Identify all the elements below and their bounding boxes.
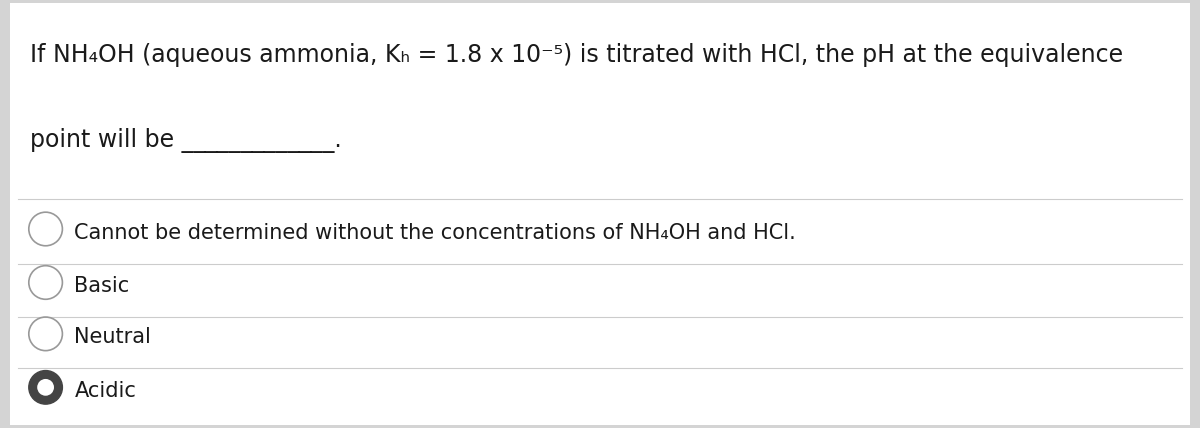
Text: Basic: Basic	[74, 276, 130, 296]
Text: Acidic: Acidic	[74, 381, 137, 401]
FancyBboxPatch shape	[10, 3, 1190, 425]
Text: Neutral: Neutral	[74, 327, 151, 348]
Ellipse shape	[29, 371, 62, 404]
Text: point will be _____________.: point will be _____________.	[30, 128, 342, 153]
Ellipse shape	[37, 379, 54, 396]
Text: If NH₄OH (aqueous ammonia, Kₕ = 1.8 x 10⁻⁵) is titrated with HCl, the pH at the : If NH₄OH (aqueous ammonia, Kₕ = 1.8 x 10…	[30, 43, 1123, 67]
Text: Cannot be determined without the concentrations of NH₄OH and HCl.: Cannot be determined without the concent…	[74, 223, 796, 243]
